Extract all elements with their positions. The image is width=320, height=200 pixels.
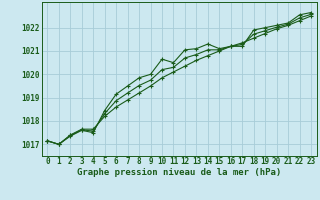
X-axis label: Graphe pression niveau de la mer (hPa): Graphe pression niveau de la mer (hPa): [77, 168, 281, 177]
